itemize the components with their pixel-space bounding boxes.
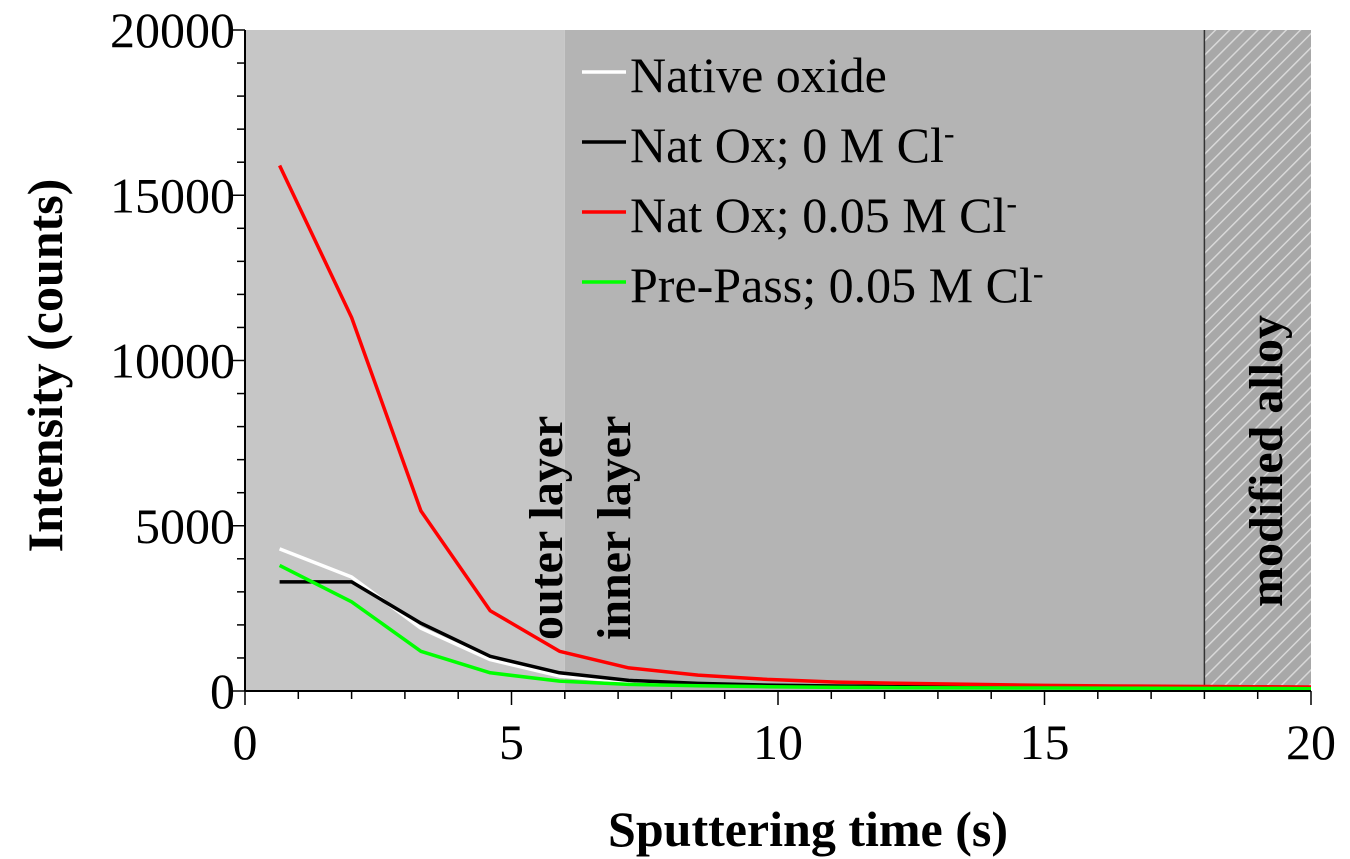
legend-entry-1: Nat Ox; 0 M Cl- <box>630 115 955 173</box>
region-label-outer-layer: outer layer <box>520 416 573 640</box>
region-outer-layer <box>245 30 565 691</box>
y-tick-label: 5000 <box>135 498 235 554</box>
region-labels: outer layer inner layer modified alloy <box>520 315 1293 640</box>
legend-entry-2: Nat Ox; 0.05 M Cl- <box>630 185 1017 243</box>
region-modified-alloy <box>1204 30 1311 691</box>
region-inner-layer <box>564 30 1205 691</box>
region-label-modified-alloy: modified alloy <box>1240 315 1293 607</box>
x-tick-label: 15 <box>1020 714 1070 770</box>
y-axis-title: Intensity (counts) <box>17 179 73 553</box>
region-label-inner-layer: inner layer <box>588 416 641 640</box>
y-tick-label: 15000 <box>110 167 235 223</box>
x-tick-label: 10 <box>753 714 803 770</box>
x-axis-title: Sputtering time (s) <box>608 801 1008 857</box>
axes: 0 5 10 15 20 0 5000 10000 15000 20000 <box>110 2 1336 770</box>
regions-layer <box>245 30 1311 691</box>
series-line-3 <box>278 563 1312 691</box>
x-tick-label: 20 <box>1286 714 1336 770</box>
legend-entry-0: Native oxide <box>630 47 887 103</box>
series-line-2 <box>278 164 1312 689</box>
x-tick-label: 5 <box>499 714 524 770</box>
y-tick-label: 10000 <box>110 333 235 389</box>
legend-entry-3: Pre-Pass; 0.05 M Cl- <box>630 255 1043 313</box>
y-tick-label: 0 <box>210 663 235 719</box>
x-tick-label: 0 <box>233 714 258 770</box>
y-tick-label: 20000 <box>110 2 235 58</box>
series-lines <box>278 164 1312 691</box>
legend: Native oxide Nat Ox; 0 M Cl- Nat Ox; 0.05 … <box>582 47 1043 313</box>
